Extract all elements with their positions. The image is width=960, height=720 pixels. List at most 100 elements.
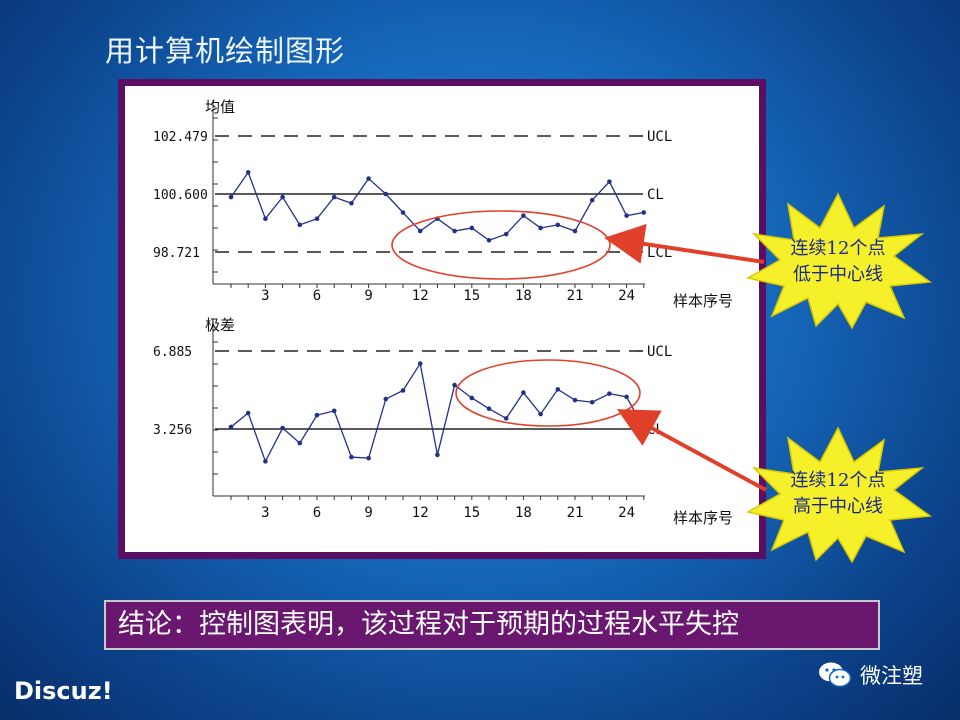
wechat-icon [819, 662, 852, 688]
data-point [297, 440, 303, 446]
data-point [349, 200, 354, 206]
control-line-label-cl: CL [647, 422, 664, 438]
data-point [572, 397, 578, 403]
y-tick-label-ucl: 102.479 [153, 130, 208, 145]
data-point [607, 391, 612, 396]
conclusion-text: 结论：控制图表明，该过程对于预期的过程水平失控 [118, 609, 739, 640]
x-tick-label: 21 [567, 505, 584, 521]
data-point [297, 222, 303, 228]
control-line-label-ucl: UCL [647, 129, 672, 145]
callout-burst-above: 连续12个点 高于中心线 [745, 426, 932, 564]
data-point [400, 388, 406, 393]
data-point [572, 228, 578, 234]
chart-panel: 均值 UCL 102.479 CL 100.600 LCL 98.721 3 6 9 12 15 18 2… [118, 79, 766, 559]
data-point [314, 216, 320, 221]
x-axis-label: 样本序号 [673, 292, 733, 310]
data-point [469, 395, 475, 401]
data-point [641, 210, 647, 215]
data-point [228, 194, 234, 200]
data-point [366, 455, 371, 461]
data-point [624, 213, 629, 218]
wechat-badge: 微注塑 [818, 660, 923, 690]
data-point [521, 390, 526, 395]
data-point [538, 411, 543, 417]
highlight-ellipse [455, 359, 641, 427]
data-point [435, 452, 440, 458]
data-point [486, 238, 492, 243]
data-point [503, 416, 509, 421]
burst-shape [745, 192, 932, 330]
x-tick-label: 12 [412, 288, 429, 304]
data-point [263, 216, 268, 221]
data-point [641, 425, 647, 431]
x-tick-label: 6 [313, 288, 321, 304]
data-point [469, 225, 475, 231]
data-point [589, 399, 595, 405]
y-tick-label-cl: 3.256 [153, 423, 192, 438]
data-point [349, 454, 354, 460]
data-point [624, 394, 629, 400]
slide-title: 用计算机绘制图形 [105, 34, 346, 68]
y-tick-label-lcl: 98.721 [153, 246, 200, 261]
x-tick-label: 3 [261, 288, 269, 304]
x-tick-label: 3 [261, 505, 269, 521]
discuz-watermark: Discuz! [14, 677, 113, 705]
data-point [417, 361, 423, 366]
data-point [400, 210, 406, 215]
data-point [366, 176, 371, 181]
control-line-label-ucl: UCL [647, 344, 672, 360]
x-tick-label: 9 [364, 288, 372, 304]
control-line-label-cl: CL [647, 187, 664, 203]
x-tick-label: 15 [463, 288, 480, 304]
x-axis-label: 样本序号 [673, 509, 733, 527]
data-point [280, 425, 285, 431]
y-axis-label: 均值 [205, 98, 235, 116]
x-tick-label: 9 [364, 505, 372, 521]
data-point [538, 225, 543, 231]
data-point [607, 179, 612, 184]
data-point [452, 228, 457, 234]
data-point [521, 213, 526, 218]
data-point [314, 412, 320, 418]
control-charts: 均值 UCL 102.479 CL 100.600 LCL 98.721 3 6 9 12 15 18 2… [153, 98, 733, 527]
highlight-ellipse [391, 210, 611, 280]
x-tick-label: 15 [463, 505, 480, 521]
data-point [331, 408, 337, 414]
x-tick-label: 6 [313, 505, 321, 521]
data-point [228, 424, 234, 430]
data-point [383, 396, 389, 402]
data-point [245, 410, 251, 416]
callout-above-line1: 连续12个点 [791, 470, 886, 491]
data-point [383, 191, 389, 197]
x-tick-label: 12 [412, 505, 429, 521]
callout-below-line2: 低于中心线 [793, 264, 883, 285]
series-line [230, 361, 645, 463]
burst-shape [745, 426, 932, 564]
data-point [245, 170, 251, 175]
data-point [263, 459, 268, 464]
data-point [452, 382, 457, 388]
y-tick-label-ucl: 6.885 [153, 345, 192, 360]
data-point [417, 228, 423, 234]
callout-burst-below: 连续12个点 低于中心线 [745, 192, 932, 330]
x-tick-label: 24 [618, 505, 635, 521]
control-line-label-lcl: LCL [647, 245, 672, 261]
conclusion-box: 结论：控制图表明，该过程对于预期的过程水平失控 [104, 600, 880, 650]
x-tick-label: 18 [515, 505, 532, 521]
y-axis-label: 极差 [205, 316, 235, 334]
data-point [555, 387, 561, 392]
wechat-account-label: 微注塑 [860, 664, 923, 688]
data-point [555, 222, 561, 228]
data-point [503, 231, 509, 237]
x-tick-label: 18 [515, 288, 532, 304]
y-tick-label-cl: 100.600 [153, 188, 208, 203]
callout-above-line2: 高于中心线 [793, 496, 883, 517]
series-line [230, 171, 644, 242]
x-tick-label: 24 [618, 288, 635, 304]
x-tick-label: 21 [567, 288, 584, 304]
data-point [331, 194, 337, 200]
data-point [589, 197, 595, 203]
data-point [486, 406, 492, 412]
callout-below-line1: 连续12个点 [791, 238, 886, 259]
data-point [280, 194, 285, 200]
